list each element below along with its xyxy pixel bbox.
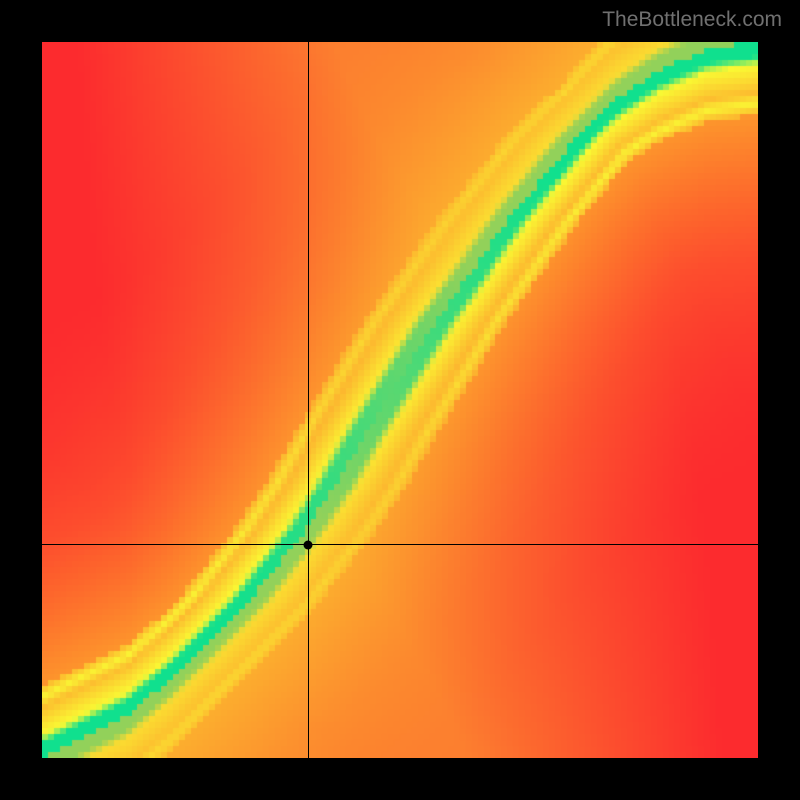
heatmap-plot: [42, 42, 758, 758]
crosshair-horizontal: [42, 544, 758, 545]
crosshair-vertical: [308, 42, 309, 758]
watermark-text: TheBottleneck.com: [602, 8, 782, 32]
heatmap-canvas: [42, 42, 758, 758]
crosshair-marker: [304, 540, 313, 549]
